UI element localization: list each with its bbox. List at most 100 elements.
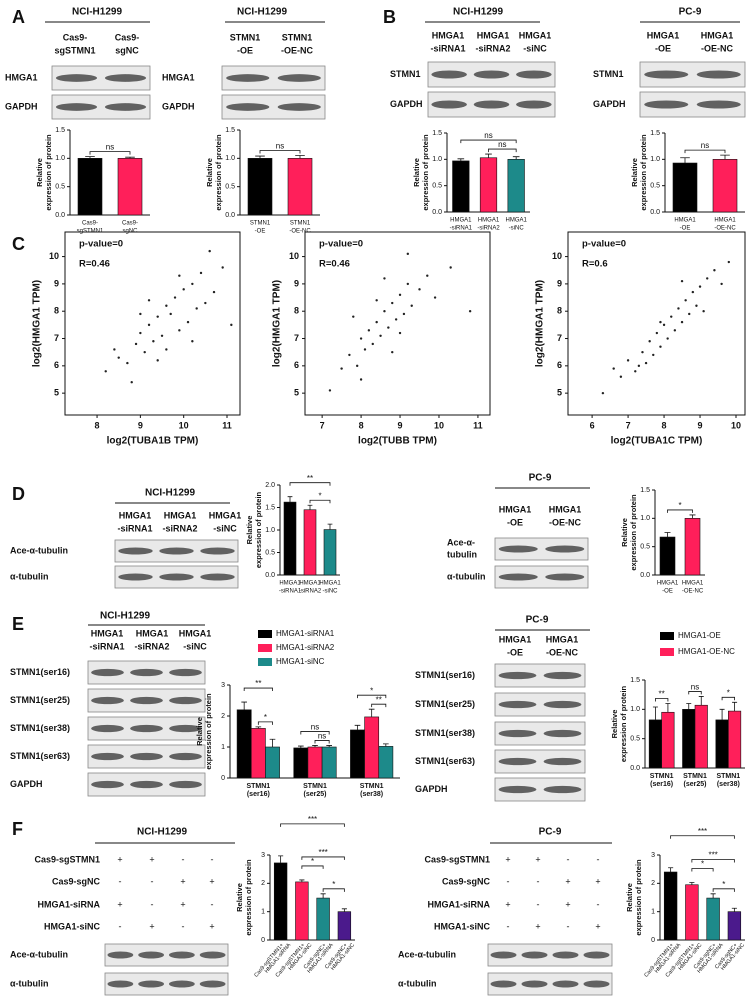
- error-bar: [255, 155, 265, 159]
- lane-label: HMGA1: [136, 628, 169, 638]
- significance-label: ***: [318, 848, 327, 857]
- bar: [659, 536, 676, 576]
- condition-sign: +: [209, 921, 214, 931]
- point: [383, 310, 386, 313]
- bar: [452, 160, 470, 213]
- error-bar: [320, 893, 326, 899]
- x-tick-label: Cas9-: [82, 221, 98, 227]
- point: [706, 277, 709, 280]
- error-bar: [327, 523, 333, 530]
- y-axis-label: Relative: [205, 158, 214, 187]
- significance-bracket: [322, 888, 345, 892]
- x-tick-label: (ser38): [360, 791, 383, 798]
- lane-label: STMN1: [230, 32, 261, 42]
- annotation: p-value=0: [319, 239, 363, 250]
- x-tick-label: HMGA1: [299, 581, 321, 587]
- significance-label: *: [727, 688, 730, 697]
- point: [634, 370, 637, 373]
- x-tick-label: -siNC: [323, 589, 339, 595]
- lane-label: HMGA1: [119, 510, 152, 520]
- condition-sign: -: [507, 876, 510, 886]
- y-axis-label: expression of protein: [619, 685, 628, 762]
- panel-label: E: [12, 614, 24, 634]
- y-axis-label: Relative: [195, 717, 204, 746]
- band: [490, 951, 517, 959]
- y-tick-label: 0: [261, 937, 265, 944]
- y-tick-label: 7: [54, 333, 59, 343]
- bar: [337, 911, 352, 941]
- y-tick-label: 0: [651, 937, 655, 944]
- y-tick-label: 0.0: [265, 572, 275, 579]
- point: [713, 269, 716, 272]
- bar: [715, 719, 729, 769]
- band: [91, 668, 124, 677]
- cell-line: NCI-H1299: [145, 488, 195, 499]
- error-bar: [383, 743, 389, 747]
- bar: [364, 716, 380, 779]
- error-bar: [326, 745, 332, 747]
- point: [340, 367, 343, 370]
- bar: [672, 162, 698, 213]
- x-tick-label: HMGA1: [505, 218, 527, 224]
- lane-label: -OE: [507, 517, 523, 527]
- error-bar: [731, 907, 737, 912]
- band: [159, 547, 194, 555]
- y-axis-label: expression of protein: [629, 494, 638, 571]
- significance-label: **: [376, 695, 382, 704]
- point: [173, 296, 177, 299]
- lane-label: -siRNA1: [430, 43, 465, 53]
- band: [200, 547, 235, 555]
- significance-label: *: [722, 880, 725, 889]
- y-tick-label: 1: [221, 744, 225, 751]
- x-tick-label: STMN1: [650, 773, 674, 780]
- row-label: α-tubulin: [447, 571, 486, 581]
- condition-label: Cas9-sgSTMN1: [34, 854, 100, 864]
- band: [107, 980, 134, 988]
- point: [178, 329, 181, 332]
- x-tick-label: -siRNA2: [299, 589, 322, 595]
- band: [277, 74, 321, 82]
- bar: [77, 158, 103, 216]
- row-label: STMN1(ser38): [415, 728, 475, 738]
- cell-line: NCI-H1299: [100, 611, 150, 622]
- point: [383, 277, 386, 280]
- panel-label: F: [12, 819, 23, 839]
- bar: [273, 862, 288, 941]
- y-tick-label: 7: [557, 333, 562, 343]
- significance-bracket: [243, 687, 273, 692]
- bar: [247, 158, 273, 216]
- significance-bracket: [314, 740, 330, 744]
- x-tick-label: (ser38): [717, 781, 740, 788]
- x-tick-label: 9: [398, 420, 403, 430]
- point: [677, 307, 680, 310]
- lane-label: -OE-NC: [546, 647, 578, 657]
- significance-bracket: [688, 691, 702, 695]
- x-tick-label: (ser25): [304, 791, 327, 798]
- significance-label: *: [370, 686, 373, 695]
- point: [191, 340, 194, 343]
- point: [139, 312, 142, 316]
- y-tick-label: 9: [294, 278, 299, 288]
- band: [130, 668, 163, 677]
- point: [652, 353, 655, 357]
- band: [138, 951, 165, 959]
- y-tick-label: 0.5: [55, 184, 65, 191]
- lane-label: sgNC: [115, 45, 139, 55]
- y-tick-label: 0.0: [650, 209, 660, 216]
- error-bar: [680, 157, 690, 164]
- point: [398, 293, 402, 297]
- bar: [303, 509, 317, 576]
- significance-bracket: [300, 731, 330, 735]
- y-tick-label: 3: [651, 852, 655, 859]
- bar: [663, 871, 678, 941]
- x-tick-label: 10: [179, 420, 189, 430]
- band: [490, 980, 517, 988]
- y-tick-label: 0.0: [225, 212, 235, 219]
- point: [402, 312, 406, 316]
- error-bar: [299, 879, 305, 882]
- band: [118, 573, 153, 581]
- error-bar: [312, 745, 318, 747]
- band: [226, 103, 270, 111]
- lane-label: STMN1: [282, 32, 313, 42]
- lane-label: HMGA1: [432, 30, 465, 40]
